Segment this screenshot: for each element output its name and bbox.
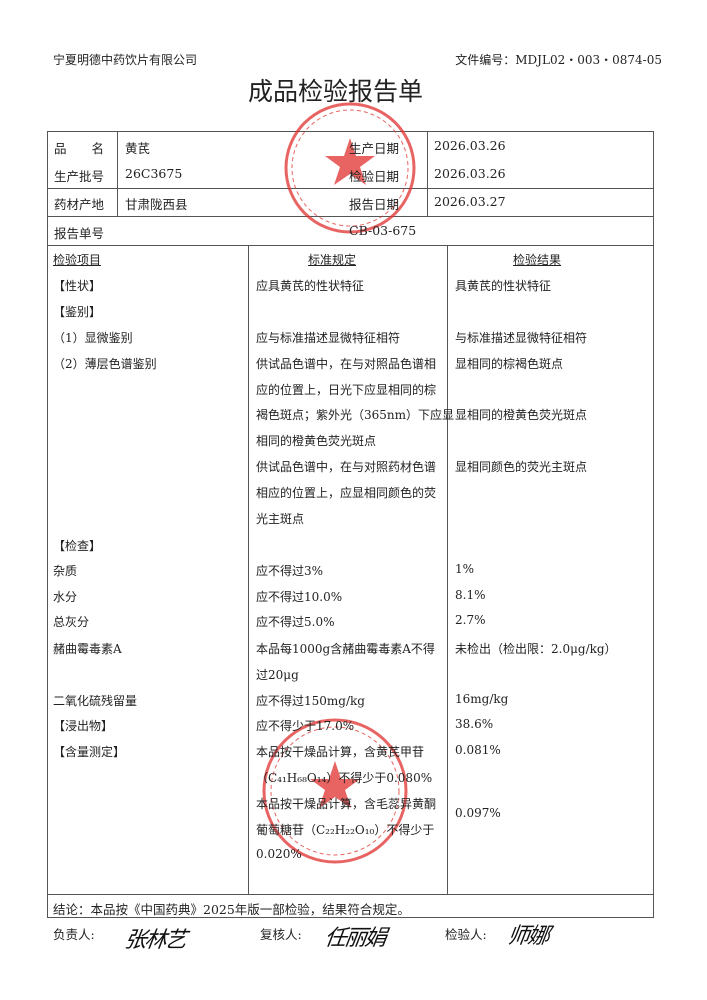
reviewer-label: 复核人: (260, 927, 302, 942)
standard-line: 供试品色谱中，在与对照品色谱相 (256, 357, 437, 371)
result: 16mg/kg (455, 692, 509, 706)
standard-line: 过20μg (256, 668, 299, 682)
standard-line: 本品按干燥品计算，含黄芪甲苷 (256, 745, 425, 759)
table-divider (427, 131, 428, 216)
table-divider (447, 245, 448, 894)
table-border (653, 131, 654, 918)
column-header-item: 检验项目 (53, 253, 102, 267)
test-date: 2026.03.26 (434, 166, 506, 181)
product-name-label: 品 名 (54, 141, 105, 156)
report-date-label: 报告日期 (349, 197, 400, 212)
table-divider (47, 894, 654, 895)
responsible-signature: 张林艺 (122, 928, 187, 953)
standard-line: 应与标准描述显微特征相符 (256, 331, 401, 345)
column-header-standard: 标准规定 (308, 253, 357, 267)
production-date: 2026.03.26 (434, 138, 506, 153)
standard-line: 应具黄芪的性状特征 (256, 279, 365, 293)
standard-line: 0.020% (256, 847, 302, 861)
reviewer-signature: 任丽娟 (322, 926, 387, 951)
result: 与标准描述显微特征相符 (455, 331, 588, 345)
item: （2）薄层色谱鉴别 (53, 357, 157, 371)
item: 【鉴别】 (53, 305, 102, 319)
item: 总灰分 (53, 615, 90, 629)
quality-inspection-stamp (262, 718, 408, 864)
item: 赭曲霉毒素A (53, 642, 122, 656)
standard-line: 本品按干燥品计算，含毛蕊异黄酮 (256, 797, 437, 811)
standard-line: 应不得过5.0% (256, 615, 335, 629)
product-name: 黄芪 (125, 141, 151, 156)
responsible-label: 负责人: (53, 927, 95, 942)
test-date-label: 检验日期 (349, 169, 400, 184)
inspector-signature: 师娜 (505, 924, 550, 949)
standard-line: （C₄₁H₆₈O₁₄）不得少于0.080% (256, 771, 433, 785)
document-number: 文件编号：MDJL02・003・0874-05 (455, 53, 662, 67)
standard-line: 相同的橙黄色荧光斑点 (256, 434, 377, 448)
table-border (47, 131, 48, 918)
origin: 甘肃陇西县 (125, 197, 188, 212)
standard-line: 供试品色谱中，在与对照药材色谱 (256, 460, 437, 474)
standard-line: 应的位置上，日光下应显相同的棕 (256, 383, 437, 397)
result: 1% (455, 562, 475, 576)
column-header-result: 检验结果 (513, 253, 562, 267)
standard-line: 应不得过10.0% (256, 590, 343, 604)
table-border (47, 917, 654, 918)
inspector-label: 检验人: (445, 927, 487, 942)
conclusion: 结论：本品按《中国药典》2025年版一部检验，结果符合规定。 (53, 902, 410, 917)
standard-line: 应不得少于17.0% (256, 719, 355, 733)
result: 2.7% (455, 613, 486, 627)
report-number: CB-03-675 (349, 223, 417, 238)
item: 杂质 (53, 564, 78, 578)
standard-line: 相应的位置上，应显相同颜色的荧 (256, 486, 437, 500)
standard-line: 应不得过3% (256, 564, 324, 578)
item: 【检查】 (53, 539, 102, 553)
standard-line: 应不得过150mg/kg (256, 694, 365, 708)
item: 二氧化硫残留量 (53, 694, 138, 708)
result: 38.6% (455, 717, 494, 731)
result: 具黄芪的性状特征 (455, 279, 552, 293)
batch-label: 生产批号 (54, 169, 105, 184)
result: 显相同的棕褐色斑点 (455, 357, 564, 371)
result: 未检出（检出限：2.0μg/kg） (455, 642, 617, 656)
item: 【含量测定】 (53, 745, 126, 759)
result: 显相同颜色的荧光主斑点 (455, 460, 588, 474)
standard-line: 葡萄糖苷（C₂₂H₂₂O₁₀）不得少于 (256, 823, 435, 837)
production-date-label: 生产日期 (349, 141, 400, 156)
batch-number: 26C3675 (125, 166, 183, 181)
table-divider (47, 245, 654, 246)
item: 【浸出物】 (53, 719, 114, 733)
item: （1）显微鉴别 (53, 331, 133, 345)
standard-line: 本品每1000g含赭曲霉毒素A不得 (256, 642, 435, 656)
report-number-label: 报告单号 (54, 226, 105, 241)
report-date: 2026.03.27 (434, 194, 506, 209)
standard-line: 褐色斑点；紫外光（365nm）下应显 (256, 408, 455, 422)
company-name: 宁夏明德中药饮片有限公司 (53, 53, 198, 67)
result: 0.081% (455, 743, 501, 757)
origin-label: 药材产地 (54, 197, 105, 212)
item: 【性状】 (53, 279, 102, 293)
standard-line: 光主斑点 (256, 512, 305, 526)
result: 8.1% (455, 588, 486, 602)
table-divider (47, 216, 654, 217)
item: 水分 (53, 590, 78, 604)
result: 0.097% (455, 806, 501, 820)
table-divider (47, 188, 654, 189)
result: 显相同的橙黄色荧光斑点 (455, 408, 588, 422)
table-divider (117, 131, 118, 216)
table-divider (248, 245, 249, 894)
table-border (47, 131, 654, 132)
page-title: 成品检验报告单 (248, 77, 424, 106)
